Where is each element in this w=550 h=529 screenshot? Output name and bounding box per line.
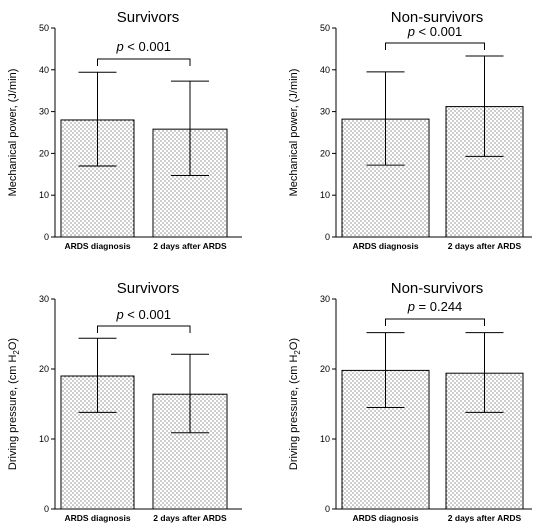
category-label: 2 days after ARDS xyxy=(448,241,522,251)
chart-title: Non-survivors xyxy=(391,280,484,297)
significance-bracket xyxy=(385,42,485,50)
chart-title: Survivors xyxy=(117,280,180,297)
y-tick-label: 40 xyxy=(39,65,49,75)
category-label: 2 days after ARDS xyxy=(448,513,522,523)
y-tick-label: 50 xyxy=(39,23,49,33)
category-label: ARDS diagnosis xyxy=(352,513,418,523)
y-tick-label: 10 xyxy=(320,434,330,444)
y-axis-label: Mechanical power, (J/min) xyxy=(7,69,19,197)
category-label: 2 days after ARDS xyxy=(153,513,227,523)
y-tick-label: 50 xyxy=(320,23,330,33)
y-tick-label: 0 xyxy=(325,232,330,242)
significance-bracket xyxy=(97,58,191,66)
category-label: 2 days after ARDS xyxy=(153,241,227,251)
significance-bracket xyxy=(97,325,191,333)
y-tick-label: 20 xyxy=(39,364,49,374)
chart-title: Survivors xyxy=(117,9,180,26)
chart-panel-1: Survivors Mechanical power, (J/min) 0 10 20 3… xyxy=(7,9,242,251)
p-value-label: p < 0.001 xyxy=(115,307,171,322)
category-label: ARDS diagnosis xyxy=(352,241,418,251)
chart-panel-2: Non-survivors Mechanical power, (J/min) 0 1… xyxy=(288,9,532,251)
y-tick-label: 10 xyxy=(320,190,330,200)
y-tick-label: 20 xyxy=(320,364,330,374)
y-tick-label: 20 xyxy=(39,148,49,158)
y-axis-label: Driving pressure, (cm H2O) xyxy=(288,338,302,470)
significance-bracket xyxy=(385,318,485,326)
p-value-label: p < 0.001 xyxy=(115,39,171,54)
y-tick-label: 30 xyxy=(39,294,49,304)
y-tick-label: 0 xyxy=(44,504,49,514)
y-tick-label: 20 xyxy=(320,148,330,158)
y-tick-label: 0 xyxy=(325,504,330,514)
y-axis-label: Driving pressure, (cm H2O) xyxy=(7,338,21,470)
y-tick-label: 10 xyxy=(39,434,49,444)
chart-panel-4: Non-survivors Driving pressure, (cm H2O) 0… xyxy=(288,280,532,523)
y-tick-label: 10 xyxy=(39,190,49,200)
category-label: ARDS diagnosis xyxy=(64,241,130,251)
p-value-label: p < 0.001 xyxy=(407,24,463,39)
y-tick-label: 30 xyxy=(39,107,49,117)
y-axis-label: Mechanical power, (J/min) xyxy=(288,69,300,197)
y-tick-label: 30 xyxy=(320,107,330,117)
category-label: ARDS diagnosis xyxy=(64,513,130,523)
y-tick-label: 30 xyxy=(320,294,330,304)
chart-title: Non-survivors xyxy=(391,9,484,26)
y-tick-label: 40 xyxy=(320,65,330,75)
chart-panel-3: Survivors Driving pressure, (cm H2O) 0 10 20… xyxy=(7,280,242,523)
y-tick-label: 0 xyxy=(44,232,49,242)
p-value-label: p = 0.244 xyxy=(407,299,463,314)
